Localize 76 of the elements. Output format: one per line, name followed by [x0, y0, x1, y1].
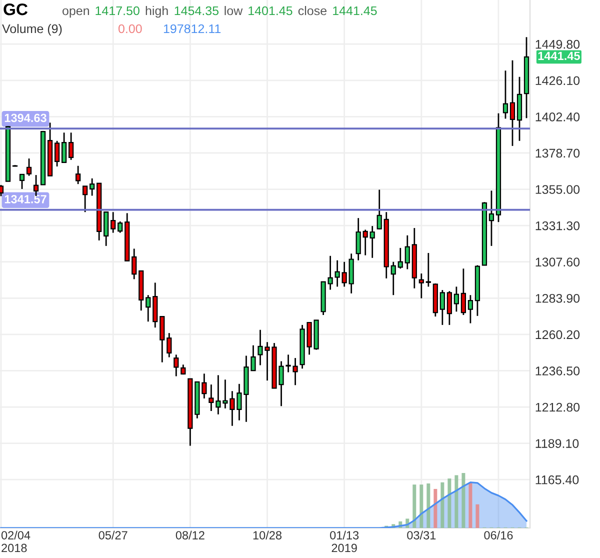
candlestick — [146, 294, 151, 322]
y-tick-label: 1307.60 — [536, 258, 580, 267]
candlestick — [90, 178, 95, 196]
candlestick — [370, 225, 375, 259]
annotation: 0.00 — [118, 24, 142, 34]
bar — [476, 504, 480, 528]
candlestick — [342, 261, 347, 288]
candlestick — [118, 220, 123, 234]
candlestick — [488, 190, 494, 247]
chart-subtitle: open 1417.50 high 1454.35 low 1401.45 close 1441.45 — [62, 6, 377, 18]
candlestick — [362, 229, 368, 256]
candlestick — [104, 211, 109, 247]
candlestick — [502, 70, 508, 120]
y-tick-label: 1426.10 — [536, 76, 580, 86]
bar — [412, 484, 416, 528]
bar — [454, 475, 458, 528]
candlestick — [454, 286, 459, 312]
bar — [440, 482, 444, 528]
y-tick-label: 1212.80 — [536, 402, 580, 412]
x-tick-label: 10/28 — [253, 530, 282, 540]
candlestick — [202, 372, 207, 400]
candlestick — [160, 316, 165, 364]
y-tick-label: 1260.20 — [536, 330, 580, 340]
annotation: 1441.45 — [538, 52, 580, 60]
y-tick-label: 1283.90 — [536, 294, 580, 303]
candlestick — [26, 158, 32, 176]
bar — [448, 478, 452, 528]
y-tick-label: 1378.70 — [536, 148, 580, 158]
x-tick-label: 06/16 — [484, 530, 513, 540]
candlestick — [166, 332, 172, 358]
candlestick — [68, 132, 74, 161]
y-tick-label: 1236.50 — [536, 366, 580, 376]
candlestick — [76, 165, 81, 185]
candlestick — [440, 289, 445, 326]
bar — [462, 473, 466, 528]
bar — [426, 483, 430, 528]
candlestick — [328, 255, 333, 290]
bar — [468, 482, 472, 528]
candlestick — [334, 260, 340, 288]
bar — [420, 484, 424, 528]
candlestick — [19, 174, 25, 190]
y-tick-label: 1331.30 — [536, 221, 580, 230]
candlestick — [174, 354, 179, 377]
annotation: 197812.11 — [164, 24, 221, 34]
candlestick — [398, 247, 403, 270]
candlestick — [468, 294, 473, 324]
y-tick-label: 1449.80 — [536, 40, 580, 49]
candlestick — [510, 60, 516, 147]
candlestick — [376, 189, 382, 230]
chart-title: GC — [4, 3, 28, 16]
candlestick — [446, 290, 452, 326]
candlestick — [418, 272, 424, 299]
candlestick — [132, 248, 137, 280]
y-tick-label: 1355.00 — [536, 185, 580, 194]
bar — [434, 488, 438, 528]
ref-line-label: 1341.57 — [4, 194, 46, 204]
x-tick-label: 02/04 2018 — [1, 530, 30, 552]
candlestick — [54, 140, 60, 168]
candlestick — [33, 174, 39, 197]
x-tick-label: 05/27 — [98, 530, 128, 540]
candlestick — [426, 252, 431, 288]
y-tick-label: 1165.40 — [536, 475, 579, 484]
candlestick — [390, 261, 396, 296]
x-tick-label: 03/31 — [407, 530, 436, 540]
candlestick — [82, 186, 88, 213]
x-tick-label: 01/13 2019 — [330, 530, 359, 552]
candlestick — [404, 234, 410, 270]
ref-line-label: 1394.63 — [4, 114, 46, 122]
x-tick-label: 08/12 — [176, 530, 204, 540]
y-tick-label: 1402.40 — [536, 112, 580, 122]
y-tick-label: 1189.10 — [536, 439, 579, 448]
candlestick — [356, 217, 361, 262]
candlestick — [62, 132, 67, 164]
candlestick — [110, 211, 116, 234]
candlestick — [460, 268, 466, 316]
annotation: Volume (9) — [2, 24, 62, 36]
